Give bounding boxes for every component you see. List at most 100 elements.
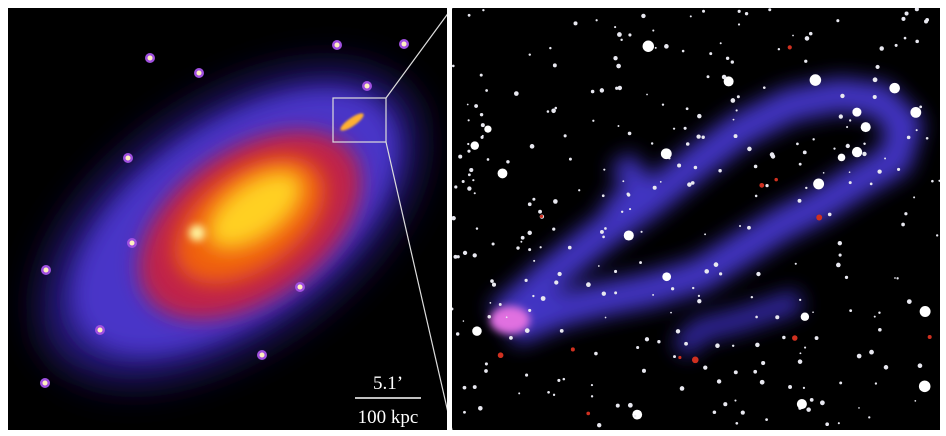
star xyxy=(485,89,488,92)
star xyxy=(558,272,562,276)
star xyxy=(878,328,882,332)
star xyxy=(852,147,862,157)
star xyxy=(563,378,566,381)
star xyxy=(620,39,622,41)
star xyxy=(614,291,617,294)
scale-distance: 100 kpc xyxy=(358,407,419,428)
star xyxy=(696,134,700,138)
radio-core xyxy=(490,306,530,334)
star xyxy=(547,110,550,113)
star xyxy=(468,119,470,121)
star xyxy=(520,241,522,243)
star xyxy=(682,50,685,53)
star xyxy=(540,246,542,248)
star xyxy=(686,107,689,110)
star xyxy=(533,260,535,262)
star xyxy=(799,299,801,301)
star xyxy=(737,95,740,98)
star xyxy=(677,163,681,167)
star xyxy=(662,272,671,281)
star xyxy=(812,311,814,313)
star xyxy=(735,422,738,425)
star xyxy=(467,150,470,153)
page: 5.1’ 100 kpc (() => { const data = JSON.… xyxy=(0,0,946,436)
star xyxy=(901,17,905,21)
star xyxy=(467,104,469,106)
star xyxy=(670,312,672,314)
star xyxy=(738,23,740,25)
star xyxy=(838,241,842,245)
star xyxy=(478,406,483,411)
star xyxy=(467,186,471,190)
star xyxy=(525,374,528,377)
star xyxy=(694,166,698,170)
star xyxy=(467,143,469,145)
star xyxy=(915,40,919,44)
star xyxy=(938,180,940,182)
star xyxy=(795,263,797,265)
optical-panel xyxy=(451,7,941,430)
star xyxy=(671,287,674,290)
star xyxy=(755,343,759,347)
star xyxy=(713,410,717,414)
star xyxy=(528,202,532,206)
star xyxy=(733,119,735,121)
star xyxy=(690,15,692,17)
star xyxy=(471,141,479,149)
star xyxy=(602,236,605,239)
star xyxy=(605,317,607,319)
star xyxy=(518,392,520,394)
star xyxy=(815,336,819,340)
star xyxy=(474,104,478,108)
star xyxy=(627,193,630,196)
star xyxy=(482,9,484,11)
star xyxy=(894,277,896,279)
star xyxy=(509,336,513,340)
star xyxy=(684,342,688,346)
star xyxy=(552,227,555,230)
star xyxy=(731,98,736,103)
star xyxy=(820,400,825,405)
star xyxy=(857,354,862,359)
star xyxy=(703,366,707,370)
star xyxy=(698,295,700,297)
star xyxy=(761,361,765,365)
star xyxy=(839,254,842,257)
star xyxy=(457,255,460,258)
star xyxy=(755,195,758,198)
star xyxy=(849,181,852,184)
star xyxy=(904,37,907,40)
star xyxy=(616,404,620,408)
star xyxy=(614,270,617,273)
star xyxy=(825,422,829,426)
red-source xyxy=(498,352,504,358)
star xyxy=(745,12,748,15)
star xyxy=(628,403,633,408)
star xyxy=(747,147,752,152)
star xyxy=(905,12,909,16)
star xyxy=(613,56,617,60)
point-source xyxy=(402,42,407,47)
star xyxy=(527,231,531,235)
star xyxy=(878,312,880,314)
star xyxy=(754,165,758,169)
star xyxy=(489,302,491,304)
star xyxy=(653,186,657,190)
star xyxy=(463,386,467,390)
red-source xyxy=(759,183,764,188)
star xyxy=(707,75,710,78)
point-source xyxy=(197,71,202,76)
star xyxy=(918,363,923,368)
star xyxy=(913,196,915,198)
star xyxy=(458,155,462,159)
star xyxy=(782,336,785,339)
star xyxy=(889,83,900,94)
star xyxy=(684,127,687,130)
star xyxy=(838,422,840,424)
star xyxy=(919,381,931,393)
divider xyxy=(447,0,452,436)
star xyxy=(645,337,649,341)
star xyxy=(812,138,814,140)
star xyxy=(768,8,771,11)
star xyxy=(557,379,560,382)
